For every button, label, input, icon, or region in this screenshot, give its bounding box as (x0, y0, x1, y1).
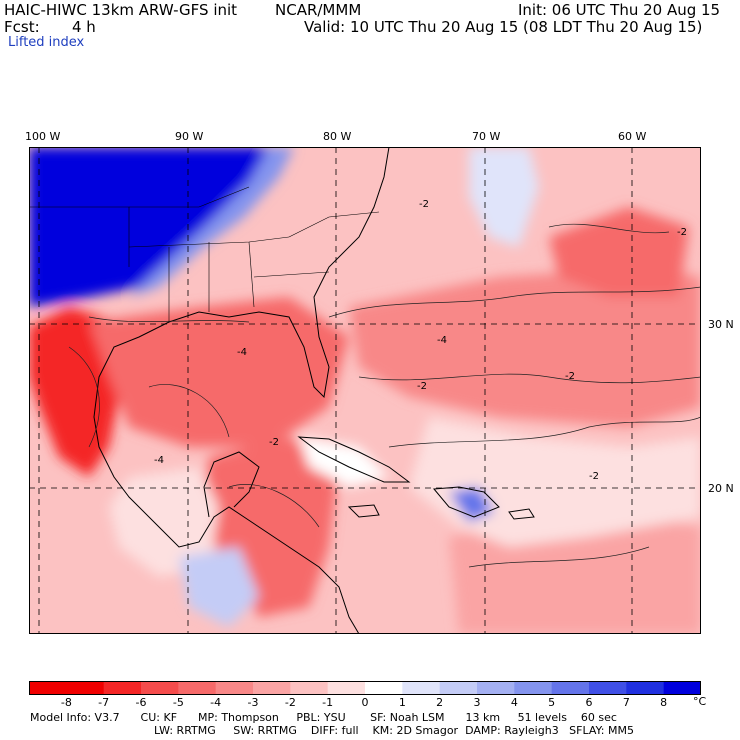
contour-label: -2 (269, 437, 279, 448)
model-title: HAIC-HIWC 13km ARW-GFS init (4, 1, 238, 19)
lat-label: 20 N (708, 482, 734, 495)
stable-region (29, 147, 269, 307)
unstable-east (549, 207, 689, 297)
colorbar-tick-label: -2 (284, 696, 296, 709)
init-time: Init: 06 UTC Thu 20 Aug 15 (518, 1, 721, 19)
map-frame (29, 147, 701, 634)
colorbar-swatch (290, 681, 329, 695)
forecast-hour: 4 h (72, 18, 96, 36)
valid-time: Valid: 10 UTC Thu 20 Aug 15 (08 LDT Thu … (304, 18, 703, 36)
colorbar-swatch (589, 681, 627, 695)
colorbar-swatch (626, 681, 665, 695)
colorbar-tick-label: 8 (660, 696, 668, 709)
colorbar-tick-label: 3 (473, 696, 481, 709)
model-info-line1: Model Info: V3.7 CU: KF MP: Thompson PBL… (30, 711, 617, 724)
contour-label: -4 (154, 455, 164, 466)
colorbar-tick-label: -8 (60, 696, 72, 709)
lon-label: 90 W (175, 130, 204, 143)
contour-label: -2 (589, 471, 599, 482)
lon-label: 80 W (323, 130, 352, 143)
colorbar-tick-label: -5 (172, 696, 184, 709)
colorbar-swatch (103, 681, 142, 695)
lat-lon-grid (29, 147, 701, 634)
contour-label: -2 (419, 199, 429, 210)
colorbar-tick-label: -6 (135, 696, 147, 709)
colorbar (29, 681, 701, 695)
colorbar-frame (29, 681, 701, 695)
shaded-field (29, 147, 701, 634)
model-info-line2: LW: RRTMG SW: RRTMG DIFF: full KM: 2D Sm… (154, 724, 634, 737)
stable-central-america (179, 547, 259, 627)
contour-label: -2 (677, 227, 687, 238)
lifted-index-map: -2 -2 -2 -2 -4 -4 -4 -2 -2 (29, 147, 701, 634)
organization: NCAR/MMM (275, 1, 362, 19)
unstable-gulf (89, 297, 349, 447)
colorbar-swatch (29, 681, 67, 695)
colorbar-swatch (253, 681, 291, 695)
colorbar-tick-label: 7 (622, 696, 630, 709)
colorbar-swatch (215, 681, 254, 695)
unstable-atlantic (349, 267, 701, 427)
colorbar-tick-label: -3 (247, 696, 259, 709)
colorbar-tick-label: 5 (548, 696, 556, 709)
colorbar-swatch (178, 681, 217, 695)
field-name: Lifted index (8, 35, 85, 50)
lon-label: 70 W (472, 130, 501, 143)
colorbar-swatch (141, 681, 179, 695)
lat-label: 30 N (708, 318, 734, 331)
lon-label: 60 W (618, 130, 647, 143)
colorbar-swatch (439, 681, 478, 695)
lon-label: 100 W (25, 130, 61, 143)
contour-label: -4 (437, 335, 447, 346)
colorbar-tick-label: 4 (510, 696, 518, 709)
colorbar-unit: °C (693, 695, 707, 708)
colorbar-swatch (663, 681, 701, 695)
colorbar-tick-label: 2 (436, 696, 444, 709)
contour-label: -4 (237, 347, 247, 358)
colorbar-tick-label: 1 (398, 696, 406, 709)
contour-lines (68, 223, 701, 568)
colorbar-tick-label: -7 (98, 696, 110, 709)
neutral-mexico (109, 467, 219, 577)
neutral-north (469, 147, 539, 247)
colorbar-swatch (66, 681, 105, 695)
contour-label: -2 (565, 371, 575, 382)
forecast-label: Fcst: (4, 18, 40, 36)
colorbar-swatch (514, 681, 553, 695)
colorbar-tick-label: -4 (210, 696, 222, 709)
colorbar-swatch (402, 681, 441, 695)
contour-label: -2 (417, 381, 427, 392)
colorbar-swatch (551, 681, 590, 695)
colorbar-swatch (327, 681, 366, 695)
colorbar-tick-label: 0 (361, 696, 369, 709)
colorbar-swatch (365, 681, 403, 695)
stable-edge (129, 147, 294, 297)
colorbar-swatch (477, 681, 515, 695)
state-borders (29, 186, 380, 322)
colorbar-tick-label: 6 (585, 696, 593, 709)
colorbar-tick-label: -1 (322, 696, 334, 709)
